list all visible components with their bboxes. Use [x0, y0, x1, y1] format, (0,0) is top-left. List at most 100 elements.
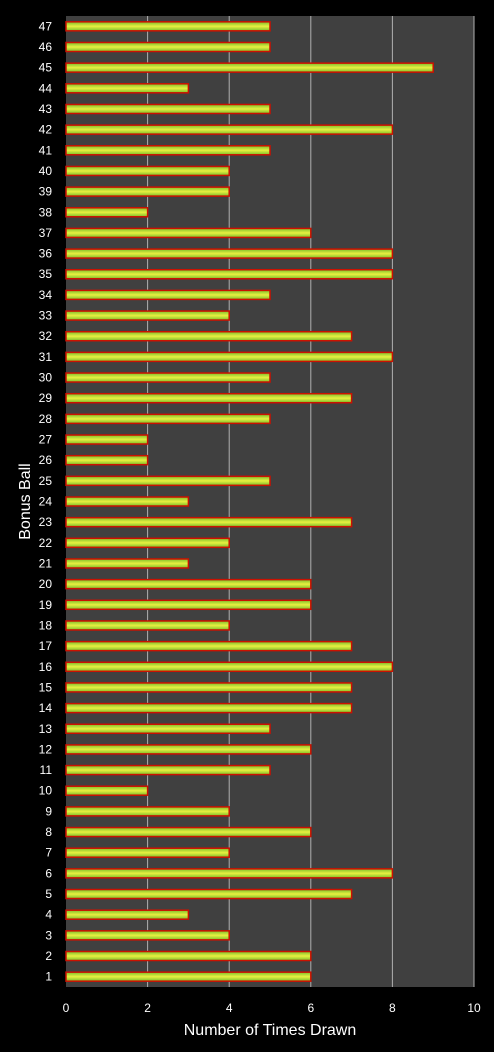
bar-ball-13: [65, 723, 271, 735]
bar-ball-31: [65, 351, 394, 363]
bar-ball-15: [65, 682, 353, 693]
y-tick-label: 28: [39, 412, 53, 426]
bar-ball-32: [65, 330, 353, 342]
bar-ball-17: [65, 640, 353, 652]
x-tick-label: 4: [226, 1001, 233, 1015]
y-tick-label: 45: [39, 61, 53, 75]
bar-ball-33: [65, 310, 230, 321]
bar-ball-21: [65, 558, 190, 569]
bar-ball-5: [65, 888, 353, 900]
bar-ball-34: [65, 289, 271, 301]
bar-ball-18: [65, 620, 230, 631]
bar-ball-38: [65, 207, 149, 218]
bar-ball-7: [65, 847, 230, 858]
y-tick-label: 29: [39, 391, 53, 405]
y-tick-label: 40: [39, 164, 53, 178]
bar-ball-30: [65, 372, 271, 383]
y-tick-label: 7: [45, 846, 52, 860]
bar-ball-46: [65, 41, 271, 53]
y-tick-label: 30: [39, 371, 53, 385]
gridlines: [147, 16, 475, 987]
bar-ball-37: [65, 227, 312, 239]
bar-ball-47: [65, 21, 271, 32]
bars: [65, 21, 434, 982]
y-tick-label: 25: [39, 474, 53, 488]
y-tick-label: 4: [45, 908, 52, 922]
y-tick-label: 33: [39, 309, 53, 323]
y-axis-title: Bonus Ball: [17, 463, 34, 540]
y-tick-label: 6: [45, 866, 52, 880]
y-tick-label: 3: [45, 928, 52, 942]
y-tick-label: 24: [39, 495, 53, 509]
x-tick-labels: 0 2 4 6 8 10: [63, 1001, 481, 1015]
y-tick-label: 14: [39, 701, 53, 715]
y-tick-label: 22: [39, 536, 53, 550]
y-tick-label: 8: [45, 825, 52, 839]
bar-ball-3: [65, 930, 230, 941]
y-tick-label: 36: [39, 247, 53, 261]
bar-ball-24: [65, 496, 190, 507]
y-tick-label: 44: [39, 81, 53, 95]
y-tick-label: 39: [39, 185, 53, 199]
y-tick-label: 27: [39, 433, 53, 447]
y-tick-label: 46: [39, 40, 53, 54]
y-tick-label: 20: [39, 577, 53, 591]
bar-ball-8: [65, 826, 312, 838]
bar-ball-41: [65, 145, 271, 156]
bar-ball-19: [65, 599, 312, 611]
bar-ball-28: [65, 413, 271, 425]
y-tick-label: 9: [45, 804, 52, 818]
y-tick-label: 38: [39, 205, 53, 219]
y-tick-label: 11: [40, 763, 53, 777]
y-tick-label: 15: [39, 680, 53, 694]
y-tick-label: 1: [45, 970, 52, 984]
y-tick-label: 21: [39, 556, 53, 570]
x-tick-label: 6: [307, 1001, 314, 1015]
bar-ball-12: [65, 744, 312, 755]
y-tick-label: 35: [39, 267, 53, 281]
x-tick-label: 8: [389, 1001, 396, 1015]
x-tick-label: 0: [63, 1001, 70, 1015]
bar-ball-39: [65, 186, 230, 197]
bar-ball-14: [65, 702, 353, 714]
bar-ball-10: [65, 785, 149, 796]
bar-ball-11: [65, 764, 271, 776]
y-tick-label: 42: [39, 123, 53, 137]
bar-ball-1: [65, 971, 312, 982]
bar-ball-25: [65, 475, 271, 487]
y-tick-label: 10: [39, 784, 53, 798]
bar-ball-4: [65, 909, 190, 920]
y-tick-label: 2: [45, 949, 52, 963]
y-tick-label: 17: [39, 639, 53, 653]
x-tick-label: 2: [144, 1001, 151, 1015]
bar-ball-2: [65, 950, 312, 962]
bar-ball-43: [65, 103, 271, 115]
bar-ball-22: [65, 537, 230, 549]
y-tick-label: 12: [39, 742, 53, 756]
bar-ball-20: [65, 578, 312, 590]
x-tick-label: 10: [467, 1001, 481, 1015]
bar-ball-16: [65, 661, 394, 673]
y-tick-label: 16: [39, 660, 53, 674]
bar-ball-45: [65, 62, 434, 73]
y-tick-label: 41: [39, 143, 53, 157]
y-tick-label: 19: [39, 598, 53, 612]
bar-ball-40: [65, 165, 230, 177]
bar-ball-27: [65, 434, 149, 445]
x-axis-title: Number of Times Drawn: [184, 1022, 357, 1039]
bar-ball-36: [65, 248, 394, 259]
y-tick-label: 23: [39, 515, 53, 529]
y-tick-label: 5: [45, 887, 52, 901]
y-tick-label: 47: [39, 19, 53, 33]
y-tick-label: 37: [39, 226, 53, 240]
bar-ball-29: [65, 392, 353, 404]
y-tick-label: 32: [39, 329, 53, 343]
bar-ball-42: [65, 124, 394, 135]
y-tick-label: 43: [39, 102, 53, 116]
bar-ball-6: [65, 868, 394, 879]
bar-ball-26: [65, 454, 149, 466]
y-tick-label: 31: [39, 350, 53, 364]
y-tick-label: 13: [39, 722, 53, 736]
y-tick-labels: 1234567891011121314151617181920212223242…: [39, 19, 53, 983]
